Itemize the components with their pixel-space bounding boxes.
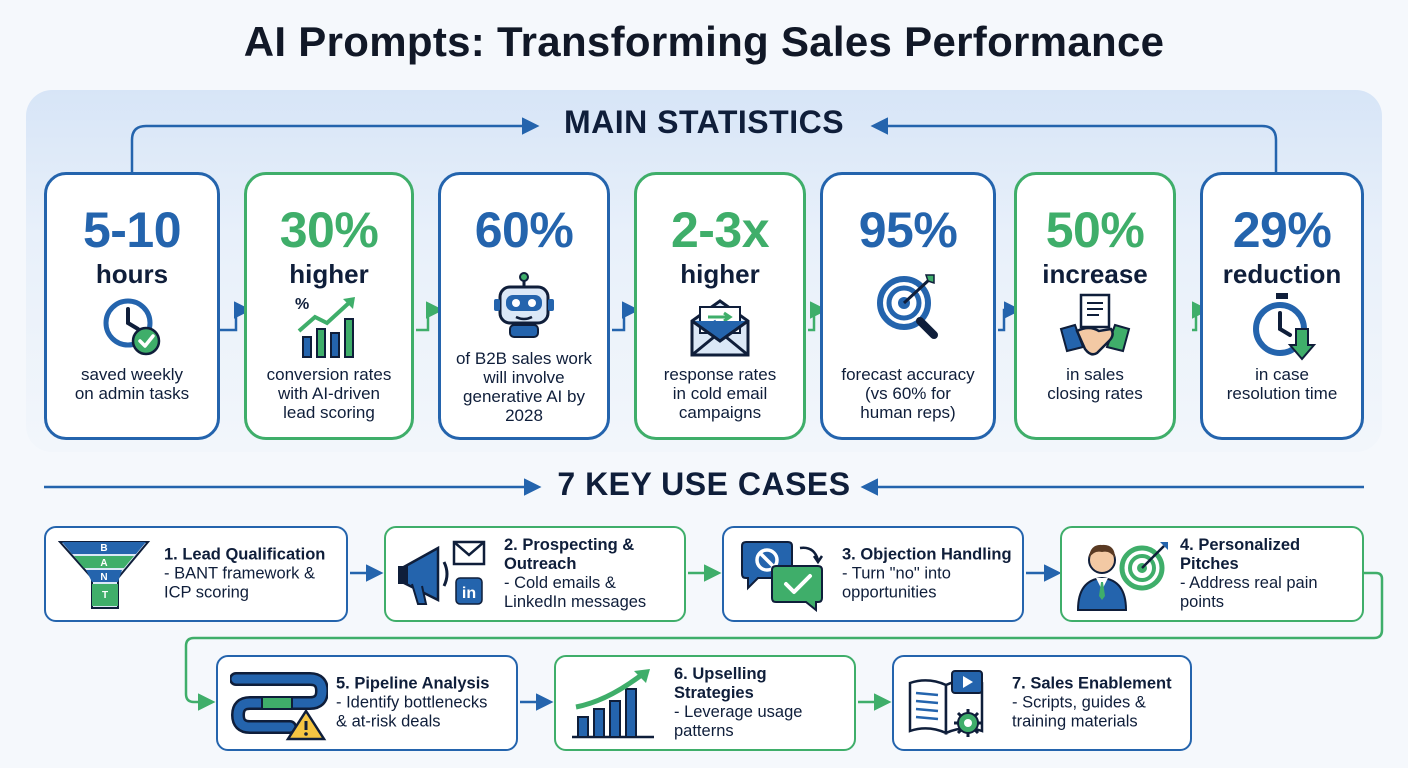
stat-card-admin-hours: 5-10 hours saved weekly on admin tasks <box>44 172 220 440</box>
funnel-letter: A <box>100 558 107 569</box>
stat-unit: reduction <box>1222 259 1342 289</box>
usecase-card-prospecting: in 2. Prospecting & Outreach - Cold emai… <box>384 526 686 622</box>
stat-value: 95% <box>858 202 958 258</box>
stat-unit: higher <box>289 259 369 289</box>
stat-value: 60% <box>474 202 574 258</box>
usecase-title: 6. Upselling Strategies <box>674 665 767 702</box>
stat-value: 50% <box>1045 202 1145 258</box>
usecase-text: 5. Pipeline Analysis - Identify bottlene… <box>336 675 506 732</box>
stats-bracket-right <box>870 117 1278 172</box>
chat-bubbles-icon <box>741 541 824 612</box>
usecase-text: 4. Personalized Pitches - Address real p… <box>1180 536 1352 612</box>
funnel-letter: T <box>102 590 108 601</box>
usecase-text: 2. Prospecting & Outreach - Cold emails … <box>504 536 674 612</box>
handshake-icon <box>1059 293 1131 356</box>
stat-desc: conversion rates with AI-driven lead sco… <box>266 365 392 422</box>
stat-card-generative-ai: 60% of B2B sales work will involve gener… <box>438 172 610 440</box>
stat-card-forecast: 95% forecast accuracy (vs 60% for human … <box>820 172 996 440</box>
stat-desc: of B2B sales work will involve generativ… <box>455 349 593 425</box>
usecase-card-personalized-pitches: 4. Personalized Pitches - Address real p… <box>1060 526 1364 622</box>
megaphone-icon: in <box>398 540 486 605</box>
usecase-subtitle: - Cold emails & LinkedIn messages <box>504 574 647 611</box>
usecase-subtitle: - BANT framework & ICP scoring <box>164 564 315 602</box>
page-title: AI Prompts: Transforming Sales Performan… <box>243 18 1165 65</box>
usecase-subtitle: - Identify bottlenecks & at-risk deals <box>336 693 488 731</box>
usecase-title: 7. Sales Enablement <box>1012 674 1172 693</box>
robot-icon <box>494 272 554 338</box>
stopwatch-down-icon <box>1253 293 1317 361</box>
funnel-letter: N <box>100 572 107 583</box>
usecase-text: 6. Upselling Strategies - Leverage usage… <box>674 665 844 741</box>
stat-value: 29% <box>1232 202 1332 258</box>
stat-desc: forecast accuracy (vs 60% for human reps… <box>841 365 975 422</box>
usecases-heading: 7 KEY USE CASES <box>557 466 851 502</box>
usecase-text: 3. Objection Handling - Turn "no" into o… <box>842 546 1012 603</box>
stat-desc: in case resolution time <box>1226 365 1338 403</box>
person-target-icon <box>1076 542 1168 611</box>
stats-heading: MAIN STATISTICS <box>563 104 845 140</box>
usecase-subtitle: - Scripts, guides & training materials <box>1012 693 1146 731</box>
usecase-card-upselling: 6. Upselling Strategies - Leverage usage… <box>554 655 856 751</box>
stat-connector <box>416 301 444 332</box>
stat-unit: hours <box>95 259 169 289</box>
growth-chart-icon: % <box>295 296 355 358</box>
usecase-subtitle: - Turn "no" into opportunities <box>842 564 951 602</box>
email-icon <box>690 299 750 357</box>
stat-connector <box>220 301 252 332</box>
usecase-card-objection-handling: 3. Objection Handling - Turn "no" into o… <box>722 526 1024 622</box>
usecase-text: 1. Lead Qualification - BANT framework &… <box>164 546 336 603</box>
book-video-icon <box>908 670 984 737</box>
bant-funnel-icon: B A N T <box>58 541 151 609</box>
stat-value: 2-3x <box>670 202 770 258</box>
stat-unit: higher <box>680 259 760 289</box>
usecase-title: 5. Pipeline Analysis <box>336 674 490 693</box>
usecase-subtitle: - Leverage usage patterns <box>674 703 803 740</box>
usecase-card-pipeline-analysis: 5. Pipeline Analysis - Identify bottlene… <box>216 655 518 751</box>
usecase-subtitle: - Address real pain points <box>1180 574 1318 611</box>
clock-check-icon <box>103 298 161 356</box>
usecase-title: 4. Personalized Pitches <box>1180 536 1301 573</box>
target-magnifier-icon <box>877 274 938 339</box>
linkedin-badge-text: in <box>462 585 476 602</box>
usecase-wrap-connector <box>184 571 1384 711</box>
stat-value: 5-10 <box>82 202 182 258</box>
stats-bracket-left <box>130 117 540 172</box>
stat-desc: response rates in cold email campaigns <box>663 365 777 422</box>
stat-value: 30% <box>279 202 379 258</box>
stat-desc: saved weekly on admin tasks <box>74 365 190 403</box>
usecase-title: 1. Lead Qualification <box>164 545 326 564</box>
usecase-title: 3. Objection Handling <box>842 545 1012 564</box>
pipeline-warning-icon <box>230 672 328 741</box>
usecase-text: 7. Sales Enablement - Scripts, guides & … <box>1012 675 1180 732</box>
stat-unit: increase <box>1042 259 1148 289</box>
usecase-card-lead-qualification: B A N T 1. Lead Qualification - BANT fra… <box>44 526 348 622</box>
funnel-letter: B <box>100 543 107 554</box>
stat-connector <box>612 301 640 332</box>
usecase-title: 2. Prospecting & Outreach <box>504 536 635 573</box>
stat-card-cold-email: 2-3x higher response rates in cold email… <box>634 172 806 440</box>
stat-card-conversion: 30% higher % conversion rates with AI-dr… <box>244 172 414 440</box>
stat-connector <box>808 301 828 332</box>
bar-growth-icon <box>572 669 654 739</box>
svg-text:%: % <box>295 296 309 313</box>
stat-desc: in sales closing rates <box>1047 365 1143 403</box>
stat-connector <box>998 301 1022 332</box>
stat-card-closing: 50% increase in sales closing rates <box>1014 172 1176 440</box>
stat-card-resolution: 29% reduction in case resolution time <box>1200 172 1364 440</box>
usecase-card-sales-enablement: 7. Sales Enablement - Scripts, guides & … <box>892 655 1192 751</box>
